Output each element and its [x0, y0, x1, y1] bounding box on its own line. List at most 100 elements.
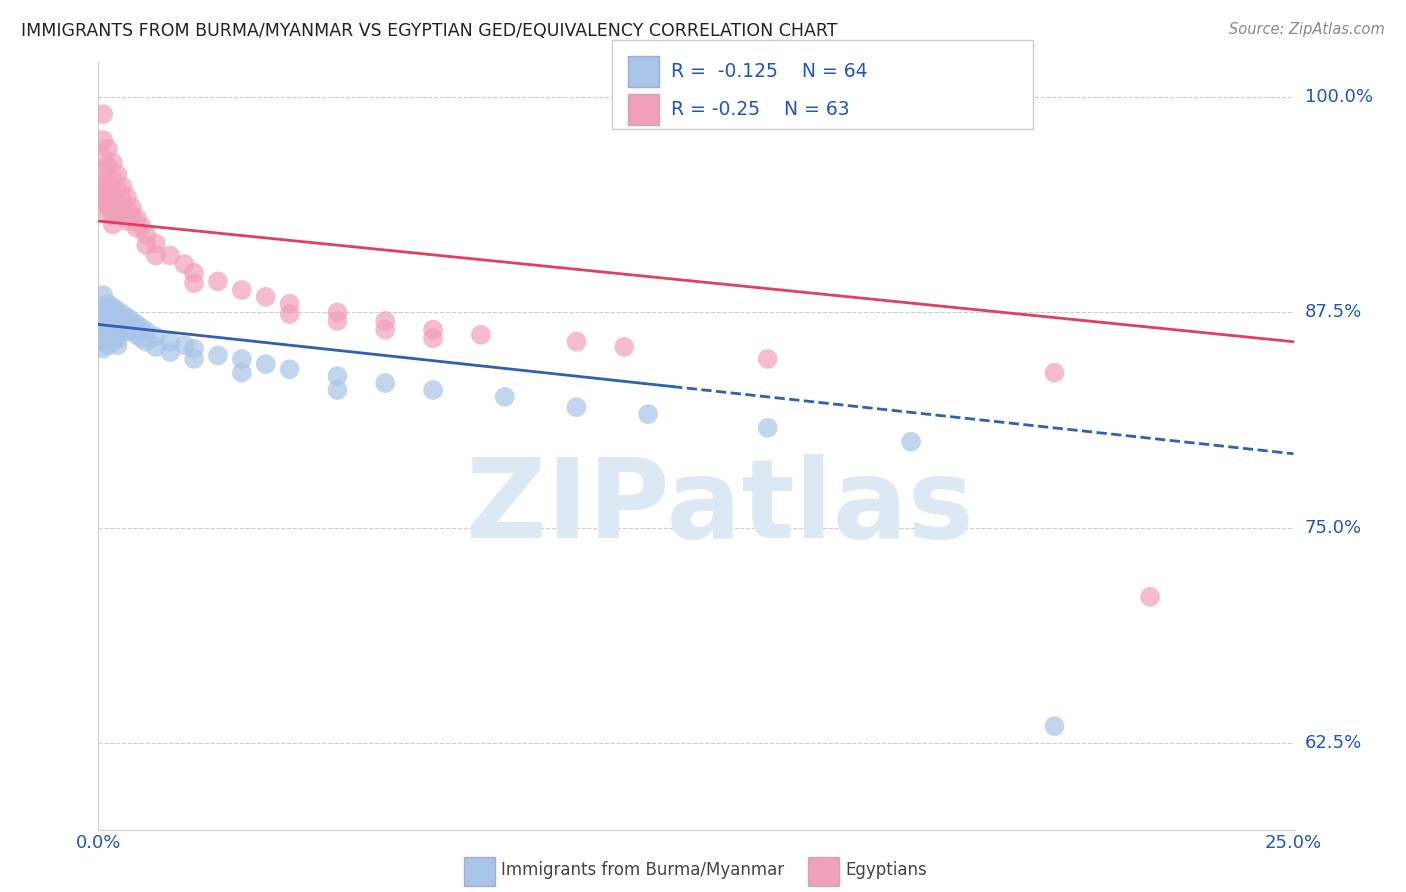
Point [470, 327, 492, 342]
Point [565, 334, 588, 349]
Point [131, 321, 153, 335]
Point [1043, 719, 1066, 733]
Point [101, 172, 124, 186]
Point [107, 324, 129, 338]
Point [374, 314, 396, 328]
Point [107, 303, 129, 318]
Point [111, 205, 134, 219]
Point [101, 307, 124, 321]
Point [183, 351, 205, 366]
Point [91, 288, 114, 302]
Point [613, 340, 636, 354]
Point [97, 331, 120, 345]
Point [422, 323, 444, 337]
Point [91, 162, 114, 177]
Point [125, 221, 148, 235]
Text: 62.5%: 62.5% [1305, 734, 1362, 752]
Point [97, 176, 120, 190]
Point [183, 266, 205, 280]
Point [107, 338, 129, 352]
Point [145, 248, 167, 262]
Point [115, 190, 138, 204]
Point [121, 323, 143, 337]
Point [145, 236, 167, 251]
Point [115, 214, 138, 228]
Point [231, 283, 253, 297]
Point [97, 188, 120, 202]
Point [107, 331, 129, 345]
Point [101, 198, 124, 212]
Text: Source: ZipAtlas.com: Source: ZipAtlas.com [1229, 22, 1385, 37]
Text: 75.0%: 75.0% [1305, 519, 1362, 537]
Point [107, 168, 129, 182]
Text: ZIPatlas: ZIPatlas [465, 454, 974, 561]
Point [101, 327, 124, 342]
Text: Egyptians: Egyptians [845, 861, 927, 879]
Point [135, 334, 157, 349]
Point [111, 314, 134, 328]
Point [101, 209, 124, 223]
Point [91, 133, 114, 147]
Point [107, 196, 129, 211]
Point [91, 314, 114, 328]
Point [97, 318, 120, 332]
Point [326, 383, 349, 397]
Point [91, 150, 114, 164]
Point [107, 207, 129, 221]
Point [97, 142, 120, 156]
Point [101, 218, 124, 232]
Point [91, 196, 114, 211]
Point [125, 318, 148, 332]
Point [900, 434, 922, 449]
Point [115, 310, 138, 325]
Point [494, 390, 516, 404]
Point [115, 318, 138, 332]
Text: R = -0.25    N = 63: R = -0.25 N = 63 [671, 100, 849, 120]
Point [159, 334, 181, 349]
Point [121, 211, 143, 225]
Point [125, 211, 148, 225]
Point [278, 362, 301, 376]
Text: R =  -0.125    N = 64: R = -0.125 N = 64 [671, 62, 868, 81]
Point [97, 310, 120, 325]
Point [135, 238, 157, 252]
Point [374, 323, 396, 337]
Point [97, 207, 120, 221]
Text: 87.5%: 87.5% [1305, 303, 1362, 321]
Point [173, 338, 195, 352]
Point [756, 351, 779, 366]
Point [326, 305, 349, 319]
Point [135, 227, 157, 242]
Point [91, 307, 114, 321]
Point [91, 172, 114, 186]
Point [756, 421, 779, 435]
Point [111, 194, 134, 208]
Point [374, 376, 396, 390]
Point [121, 200, 143, 214]
Point [131, 219, 153, 234]
Point [183, 276, 205, 290]
Text: IMMIGRANTS FROM BURMA/MYANMAR VS EGYPTIAN GED/EQUIVALENCY CORRELATION CHART: IMMIGRANTS FROM BURMA/MYANMAR VS EGYPTIA… [21, 22, 838, 40]
Point [173, 257, 195, 271]
Point [97, 159, 120, 173]
Point [101, 321, 124, 335]
Point [91, 107, 114, 121]
Point [183, 342, 205, 356]
Point [101, 334, 124, 349]
Point [1043, 366, 1066, 380]
Point [101, 314, 124, 328]
Point [97, 303, 120, 318]
Point [145, 340, 167, 354]
Point [145, 329, 167, 343]
Point [101, 155, 124, 169]
Point [565, 401, 588, 415]
Point [121, 314, 143, 328]
Point [135, 324, 157, 338]
Point [91, 181, 114, 195]
Point [91, 300, 114, 314]
Point [111, 307, 134, 321]
Point [97, 338, 120, 352]
Point [97, 198, 120, 212]
Point [91, 321, 114, 335]
Point [115, 324, 138, 338]
